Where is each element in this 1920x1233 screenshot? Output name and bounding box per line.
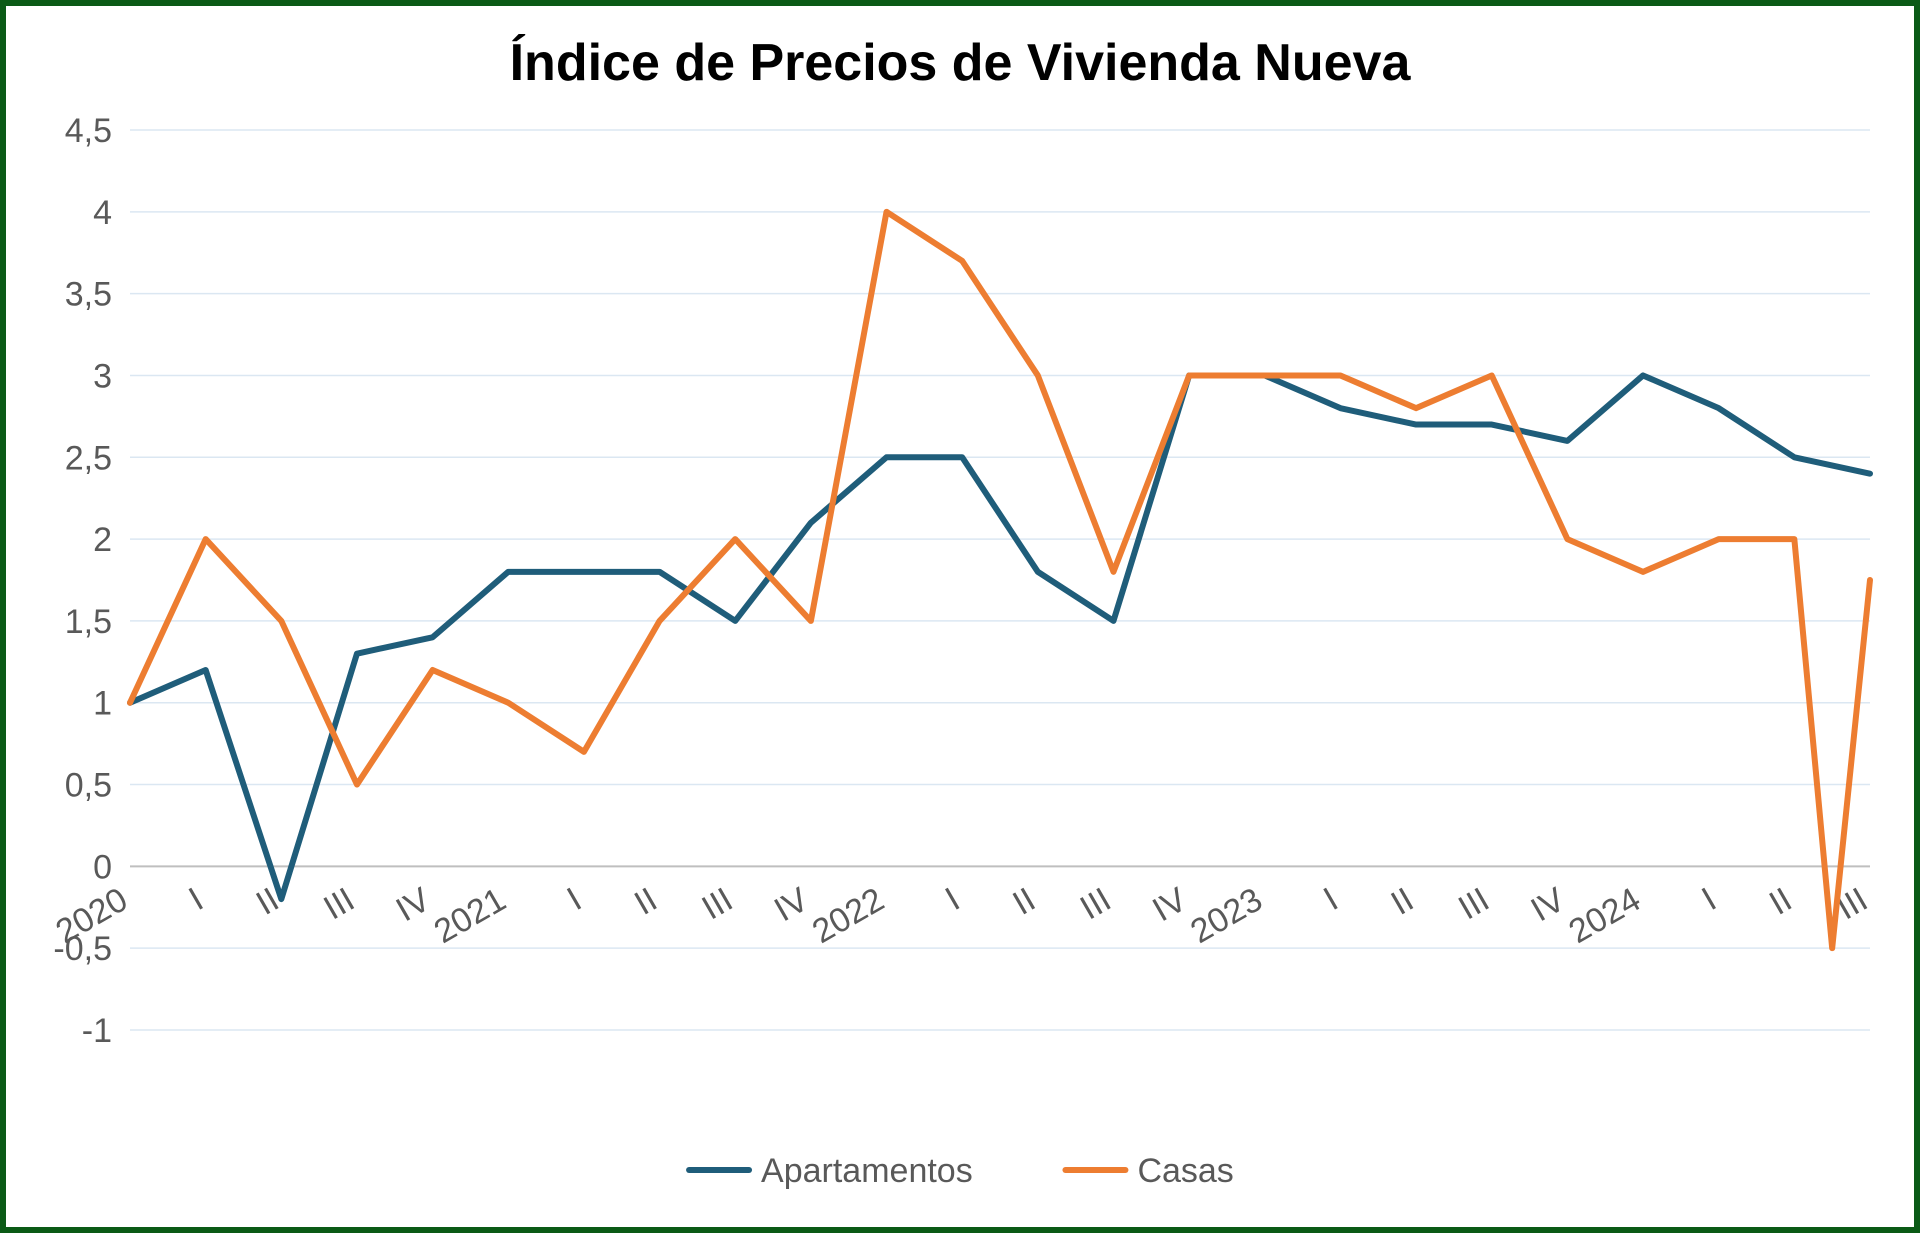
y-axis-label: 3,5 [65, 276, 112, 314]
y-axis-label: 0 [93, 848, 112, 886]
chart-title: Índice de Precios de Vivienda Nueva [510, 34, 1412, 92]
legend-label: Apartamentos [761, 1152, 973, 1190]
chart-container: Índice de Precios de Vivienda Nueva-1-0,… [0, 0, 1920, 1233]
y-axis-label: 1 [93, 685, 112, 723]
y-axis-label: 2,5 [65, 439, 112, 477]
y-axis-label: 3 [93, 357, 112, 395]
y-axis-label: 4,5 [65, 112, 112, 150]
y-axis-label: 2 [93, 521, 112, 559]
y-axis-label: 4 [93, 194, 112, 232]
y-axis-label: 0,5 [65, 767, 112, 805]
y-axis-label: -1 [82, 1012, 112, 1050]
line-chart: Índice de Precios de Vivienda Nueva-1-0,… [0, 0, 1920, 1233]
legend-label: Casas [1137, 1152, 1233, 1190]
y-axis-label: 1,5 [65, 603, 112, 641]
